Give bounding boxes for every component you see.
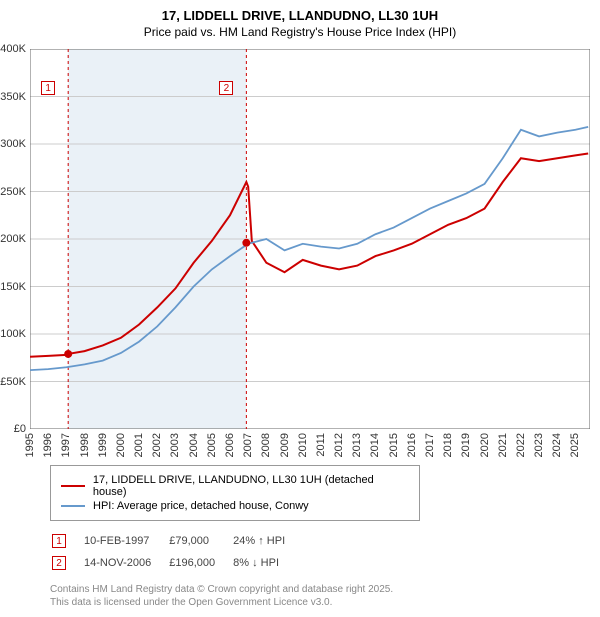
x-tick-label: 2019 xyxy=(460,433,472,457)
sale-price: £79,000 xyxy=(169,531,231,551)
chart-title: 17, LIDDELL DRIVE, LLANDUDNO, LL30 1UH xyxy=(10,8,590,23)
y-tick-label: £150K xyxy=(0,281,26,293)
x-tick-label: 1998 xyxy=(79,433,91,457)
sale-delta: 8% ↓ HPI xyxy=(233,553,301,573)
sale-marker-2: 2 xyxy=(219,81,233,95)
x-tick-label: 2020 xyxy=(479,433,491,457)
sale-date: 10-FEB-1997 xyxy=(84,531,167,551)
legend-swatch-hpi xyxy=(61,505,85,507)
y-tick-label: £250K xyxy=(0,186,26,198)
x-tick-label: 2002 xyxy=(151,433,163,457)
sale-date: 14-NOV-2006 xyxy=(84,553,167,573)
x-tick-label: 2014 xyxy=(369,433,381,457)
x-tick-label: 2011 xyxy=(315,433,327,457)
chart-container: 17, LIDDELL DRIVE, LLANDUDNO, LL30 1UH P… xyxy=(0,0,600,617)
y-tick-label: £300K xyxy=(0,138,26,150)
footer-line1: Contains HM Land Registry data © Crown c… xyxy=(50,583,590,596)
chart-subtitle: Price paid vs. HM Land Registry's House … xyxy=(10,25,590,39)
sales-table: 1 10-FEB-1997 £79,000 24% ↑ HPI2 14-NOV-… xyxy=(50,529,303,575)
x-tick-label: 1999 xyxy=(97,433,109,457)
x-tick-label: 2016 xyxy=(406,433,418,457)
footer-line2: This data is licensed under the Open Gov… xyxy=(50,596,590,609)
footer-attribution: Contains HM Land Registry data © Crown c… xyxy=(50,583,590,609)
legend-swatch-property xyxy=(61,485,85,487)
y-tick-label: £350K xyxy=(0,91,26,103)
sale-row: 1 10-FEB-1997 £79,000 24% ↑ HPI xyxy=(52,531,301,551)
x-tick-label: 1995 xyxy=(24,433,36,457)
x-tick-label: 2012 xyxy=(333,433,345,457)
legend-label-property: 17, LIDDELL DRIVE, LLANDUDNO, LL30 1UH (… xyxy=(93,474,409,498)
x-tick-label: 2025 xyxy=(569,433,581,457)
x-tick-label: 2003 xyxy=(169,433,181,457)
x-tick-label: 2024 xyxy=(551,433,563,457)
x-tick-label: 2001 xyxy=(133,433,145,457)
y-tick-label: £400K xyxy=(0,43,26,55)
sale-row: 2 14-NOV-2006 £196,000 8% ↓ HPI xyxy=(52,553,301,573)
x-tick-label: 2010 xyxy=(297,433,309,457)
x-tick-label: 2007 xyxy=(242,433,254,457)
x-tick-label: 2004 xyxy=(188,433,200,457)
x-tick-label: 2021 xyxy=(497,433,509,457)
x-tick-label: 2009 xyxy=(279,433,291,457)
x-tick-label: 2022 xyxy=(515,433,527,457)
x-tick-label: 1996 xyxy=(42,433,54,457)
x-tick-label: 2023 xyxy=(533,433,545,457)
x-tick-label: 2000 xyxy=(115,433,127,457)
x-tick-label: 2005 xyxy=(206,433,218,457)
x-tick-label: 2013 xyxy=(351,433,363,457)
y-tick-label: £100K xyxy=(0,328,26,340)
legend-box: 17, LIDDELL DRIVE, LLANDUDNO, LL30 1UH (… xyxy=(50,465,420,521)
legend-label-hpi: HPI: Average price, detached house, Conw… xyxy=(93,500,309,512)
y-tick-label: £50K xyxy=(0,376,26,388)
chart-svg xyxy=(30,49,590,429)
legend-row-property: 17, LIDDELL DRIVE, LLANDUDNO, LL30 1UH (… xyxy=(61,474,409,498)
sale-marker-1: 1 xyxy=(41,81,55,95)
sale-delta: 24% ↑ HPI xyxy=(233,531,301,551)
plot-area: £0£50K£100K£150K£200K£250K£300K£350K£400… xyxy=(30,49,590,429)
y-tick-label: £200K xyxy=(0,233,26,245)
sale-marker-icon: 2 xyxy=(52,556,66,570)
x-tick-label: 2015 xyxy=(388,433,400,457)
x-tick-label: 2018 xyxy=(442,433,454,457)
x-tick-label: 2017 xyxy=(424,433,436,457)
x-tick-label: 1997 xyxy=(60,433,72,457)
legend-row-hpi: HPI: Average price, detached house, Conw… xyxy=(61,500,409,512)
sale-marker-icon: 1 xyxy=(52,534,66,548)
x-tick-label: 2006 xyxy=(224,433,236,457)
sale-price: £196,000 xyxy=(169,553,231,573)
x-tick-label: 2008 xyxy=(260,433,272,457)
